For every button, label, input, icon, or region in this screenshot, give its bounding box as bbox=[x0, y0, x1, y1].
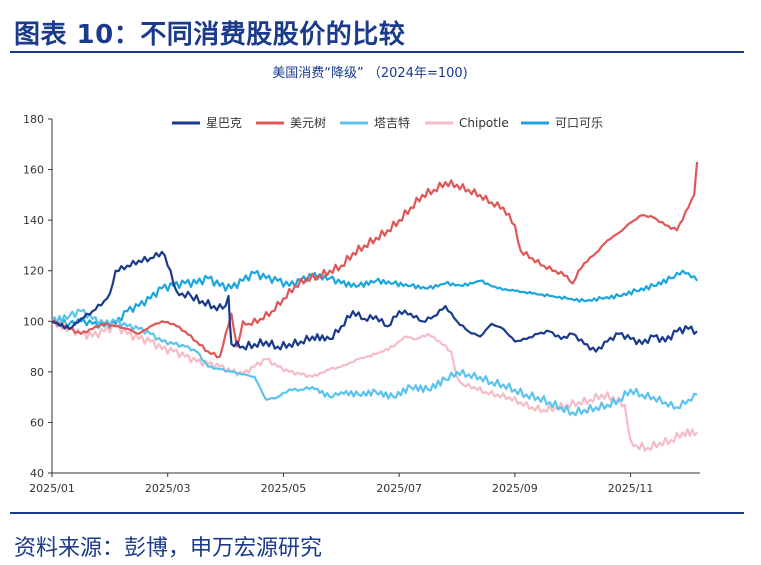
legend-label-0: 星巴克 bbox=[206, 116, 242, 130]
x-tick-label: 2025/01 bbox=[29, 482, 75, 495]
legend-label-2: 塔吉特 bbox=[374, 115, 410, 130]
chart-legend: 星巴克 美元树 塔吉特 Chipotle 可口可乐 bbox=[172, 115, 603, 130]
y-tick-label: 120 bbox=[23, 265, 44, 278]
x-tick-label: 2025/09 bbox=[492, 482, 538, 495]
source-note: 资料来源：彭博，申万宏源研究 bbox=[14, 536, 323, 561]
x-tick-label: 2025/11 bbox=[608, 482, 654, 495]
x-tick-label: 2025/05 bbox=[261, 482, 307, 495]
y-tick-label: 60 bbox=[30, 416, 44, 429]
y-tick-label: 140 bbox=[23, 214, 44, 227]
legend-label-1: 美元树 bbox=[290, 115, 326, 130]
series-line-2 bbox=[51, 308, 698, 417]
y-tick-label: 180 bbox=[23, 113, 44, 126]
y-tick-label: 100 bbox=[23, 315, 44, 328]
x-tick-label: 2025/07 bbox=[376, 482, 422, 495]
series-line-0 bbox=[51, 250, 698, 353]
series-lines bbox=[51, 161, 699, 452]
source-divider bbox=[10, 512, 744, 514]
series-line-4 bbox=[51, 269, 699, 330]
chart-axes: 40 60 80 100 120 140 160 180 2025/01 2025/03 2025/… bbox=[23, 113, 700, 495]
legend-label-4: 可口可乐 bbox=[555, 116, 603, 130]
y-tick-label: 40 bbox=[30, 467, 44, 480]
y-tick-label: 80 bbox=[30, 366, 44, 379]
x-tick-label: 2025/03 bbox=[145, 482, 191, 495]
figure-title: 图表 10：不同消费股股价的比较 bbox=[14, 20, 406, 50]
series-line-1 bbox=[51, 161, 699, 359]
y-tick-label: 160 bbox=[23, 164, 44, 177]
series-line-3 bbox=[51, 317, 698, 452]
legend-label-3: Chipotle bbox=[459, 116, 509, 130]
title-divider bbox=[10, 51, 744, 53]
chart-title: 美国消费“降级” （2024年=100) bbox=[272, 66, 467, 81]
